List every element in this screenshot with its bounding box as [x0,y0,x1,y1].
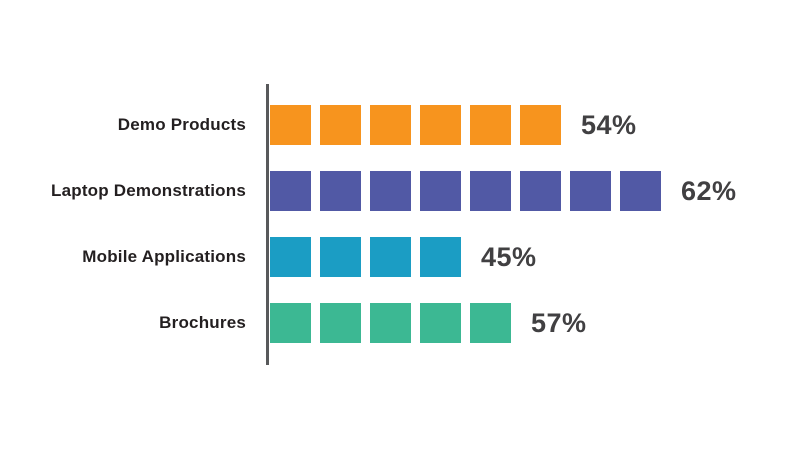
bar-segment [270,105,311,145]
bar-segment [420,105,461,145]
bar-segment [570,171,611,211]
bar-segment [370,105,411,145]
bar-segment [270,171,311,211]
category-label: Brochures [159,313,246,332]
bar-segment [420,171,461,211]
chart-row: Demo Products 54% [0,105,737,145]
category-label: Laptop Demonstrations [51,181,246,200]
bar-segments [270,237,461,277]
chart-rows: Demo Products 54% Laptop Demonstrations 62%… [0,105,737,343]
bar-segment [470,303,511,343]
bar-segment [620,171,661,211]
bar-segments [270,303,511,343]
bar-segment [270,303,311,343]
chart-row: Brochures 57% [0,303,737,343]
value-label: 45% [481,241,537,272]
bar-segment [470,171,511,211]
bar-segments [270,171,661,211]
bar-segment [420,303,461,343]
category-label: Mobile Applications [82,247,246,266]
bar-segments [270,105,561,145]
bar-segment [520,171,561,211]
bar-segment [320,171,361,211]
bar-segment [420,237,461,277]
value-label: 57% [531,307,587,338]
bar-segment [370,237,411,277]
value-label: 54% [581,109,637,140]
bar-segment [370,303,411,343]
bar-segment [470,105,511,145]
value-label: 62% [681,175,737,206]
chart-row: Laptop Demonstrations 62% [0,171,737,211]
y-axis-line [266,84,269,365]
category-label: Demo Products [117,115,246,134]
bar-segment [370,171,411,211]
chart-row: Mobile Applications 45% [0,237,737,277]
bar-segment [520,105,561,145]
bar-segment [270,237,311,277]
bar-segment [320,105,361,145]
bar-segment [320,237,361,277]
bar-segment [320,303,361,343]
